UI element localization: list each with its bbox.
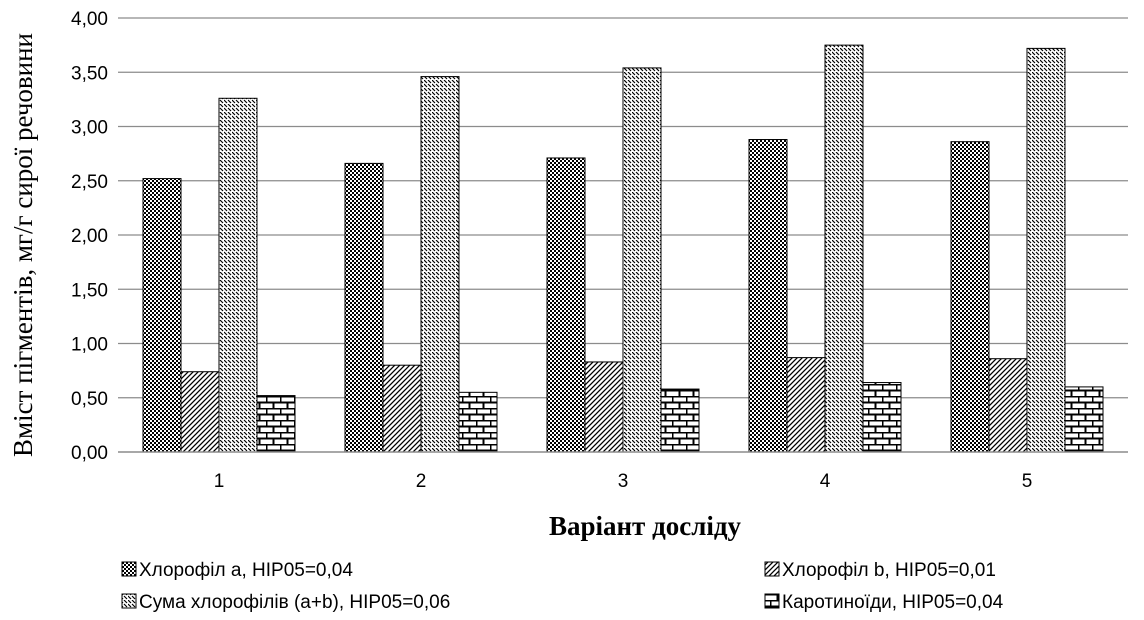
bar-series-1-category-4 xyxy=(748,139,788,453)
bar-series-4-category-1 xyxy=(256,395,296,453)
y-tick-label: 1,50 xyxy=(71,280,108,301)
legend-swatch xyxy=(764,561,780,577)
bar-series-3-category-3 xyxy=(622,67,662,453)
legend-label: Сума хлорофілів (a+b), НІР05=0,06 xyxy=(139,592,450,613)
bar-series-2-category-3 xyxy=(584,361,624,453)
bar-series-2-category-2 xyxy=(382,364,422,453)
bar-series-1-category-2 xyxy=(344,162,384,453)
legend-swatch xyxy=(121,561,137,577)
legend-label: Каротиноїди, НІР05=0,04 xyxy=(782,592,1004,613)
bar-series-1-category-1 xyxy=(142,178,182,453)
bar-series-2-category-4 xyxy=(786,357,826,453)
y-tick-label: 1,00 xyxy=(71,335,108,356)
bar-series-4-category-3 xyxy=(660,388,700,453)
x-axis-tick-labels: 1 2 3 4 5 xyxy=(214,471,1033,492)
legend: Хлорофіл а, НІР05=0,04 Хлорофіл b, НІР05=… xyxy=(121,560,1004,613)
bar-series-3-category-4 xyxy=(824,44,864,453)
y-tick-label: 2,50 xyxy=(71,172,108,193)
x-tick-label: 4 xyxy=(820,471,831,492)
bar-series-4-category-5 xyxy=(1064,386,1104,453)
legend-label: Хлорофіл а, НІР05=0,04 xyxy=(139,560,353,581)
y-axis-tick-labels: 0,00 0,50 1,00 1,50 2,00 2,50 3,00 3,50 4,00 xyxy=(71,9,108,464)
y-tick-label: 3,00 xyxy=(71,118,108,139)
legend-label: Хлорофіл b, НІР05=0,01 xyxy=(782,560,996,581)
x-tick-label: 5 xyxy=(1022,471,1033,492)
x-axis-title: Варіант досліду xyxy=(549,511,742,541)
bar-series-3-category-1 xyxy=(218,97,258,453)
bar-series-3-category-2 xyxy=(420,76,460,453)
bar-series-1-category-3 xyxy=(546,157,586,453)
legend-swatch xyxy=(121,593,137,609)
bar-series-2-category-5 xyxy=(988,358,1028,453)
bar-series-4-category-4 xyxy=(862,382,902,453)
y-axis-title: Вміст пігментів, мг/г сирої речовини xyxy=(8,33,38,457)
y-tick-label: 0,00 xyxy=(71,443,108,464)
bar-series-2-category-1 xyxy=(180,371,220,453)
bar-series-1-category-5 xyxy=(950,141,990,453)
x-tick-label: 2 xyxy=(416,471,427,492)
x-tick-label: 1 xyxy=(214,471,225,492)
y-tick-label: 4,00 xyxy=(71,9,108,30)
bars xyxy=(142,44,1104,453)
legend-swatch xyxy=(764,593,780,609)
bar-series-3-category-5 xyxy=(1026,47,1066,453)
x-tick-label: 3 xyxy=(618,471,629,492)
bar-series-4-category-2 xyxy=(458,391,498,453)
y-tick-label: 0,50 xyxy=(71,389,108,410)
y-tick-label: 2,00 xyxy=(71,226,108,247)
y-tick-label: 3,50 xyxy=(71,63,108,84)
